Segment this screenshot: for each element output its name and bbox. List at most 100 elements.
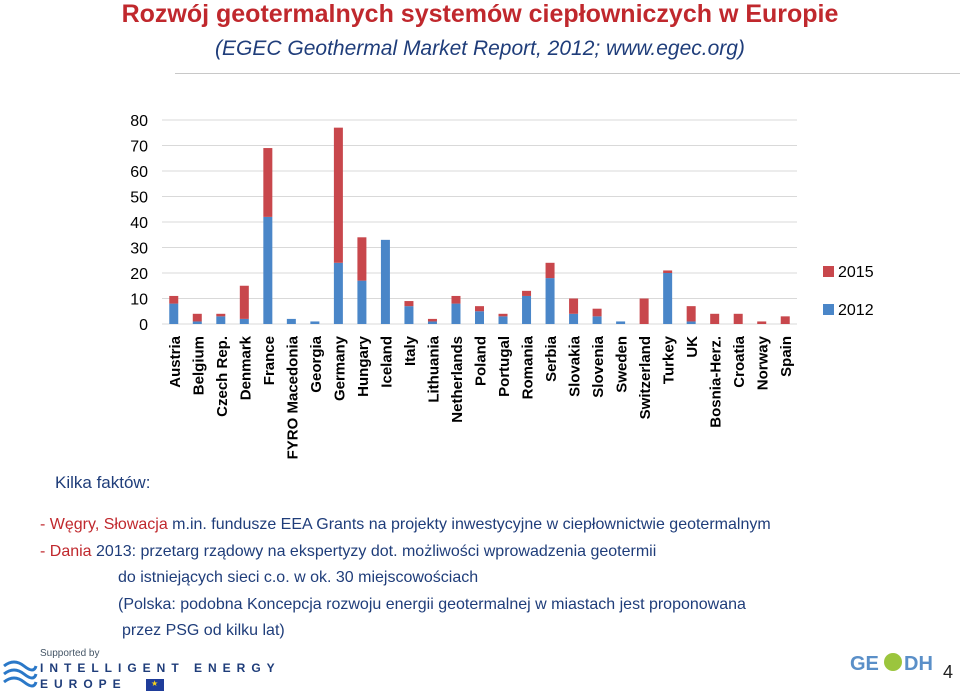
facts-label: Kilka faktów: <box>55 473 151 492</box>
slide-subtitle: (EGEC Geothermal Market Report, 2012; ww… <box>215 37 745 60</box>
y-tick-label: 50 <box>130 190 148 207</box>
svg-text:DH: DH <box>904 653 932 675</box>
bar-2012 <box>310 321 320 324</box>
x-tick-label: UK <box>684 336 701 358</box>
intelligent-energy-logo-icon <box>3 660 38 688</box>
x-tick-label: Netherlands <box>449 336 466 423</box>
bar-2015 <box>216 313 226 317</box>
bar-2015 <box>545 262 555 279</box>
y-tick-label: 30 <box>130 241 148 258</box>
page-number: 4 <box>943 662 954 682</box>
bar-2015 <box>333 127 343 263</box>
y-tick-label: 10 <box>130 292 148 309</box>
bar-2015 <box>404 301 414 307</box>
bar-2012 <box>404 306 414 324</box>
bar-2015 <box>780 316 790 324</box>
x-tick-label: Czech Rep. <box>214 336 231 417</box>
x-tick-label: Belgium <box>190 336 207 395</box>
bar-2012 <box>616 321 626 324</box>
x-tick-label: Germany <box>331 335 348 401</box>
y-tick-label: 80 <box>130 113 148 130</box>
bar-2012 <box>663 273 673 324</box>
bar-2015 <box>498 313 508 317</box>
fact-line-3: do istniejących sieci c.o. w ok. 30 miej… <box>118 569 479 586</box>
bar-2015 <box>475 306 484 312</box>
x-tick-label: Switzerland <box>637 336 654 419</box>
x-tick-label: Portugal <box>496 336 513 397</box>
bar-2015 <box>592 308 602 317</box>
bar-2015 <box>239 285 249 319</box>
bar-2012 <box>451 303 461 324</box>
x-tick-label: Sweden <box>614 336 631 393</box>
x-tick-label: Romania <box>520 335 537 399</box>
x-tick-label: Hungary <box>355 335 372 397</box>
bar-2015 <box>192 313 202 322</box>
bar-2012 <box>522 295 532 324</box>
fact-line-2: - Dania 2013: przetarg rządowy na eksper… <box>40 543 656 561</box>
bar-2012 <box>333 262 343 324</box>
fact-line-2-text: 2013: przetarg rządowy na ekspertyzy dot… <box>91 543 657 560</box>
bar-2012 <box>569 313 579 324</box>
bar-2012 <box>498 316 508 324</box>
bar-2015 <box>569 298 579 314</box>
x-tick-label: Croatia <box>731 335 748 387</box>
bar-2015 <box>710 313 720 324</box>
x-tick-label: Italy <box>402 335 419 366</box>
y-tick-label: 0 <box>139 317 148 334</box>
stacked-bar-chart: 0 10 20 30 40 50 60 70 80 Austria Belgium Czech Rep… <box>130 113 874 459</box>
divider-line <box>175 73 960 74</box>
x-tick-label: FYRO Macedonia <box>284 335 301 459</box>
x-tick-label: Denmark <box>237 335 254 400</box>
x-tick-label: Poland <box>473 336 490 386</box>
bar-2012 <box>427 321 437 324</box>
bar-2012 <box>475 311 484 324</box>
bar-2015 <box>451 295 461 304</box>
fact-line-2-prefix: - Dania <box>40 543 92 560</box>
bar-2012 <box>380 239 390 324</box>
geodh-logo: GE DH <box>850 653 932 675</box>
y-tick-label: 20 <box>130 266 148 283</box>
fact-line-4: (Polska: podobna Koncepcja rozwoju energ… <box>118 596 746 613</box>
x-tick-label: Slovenia <box>590 335 607 397</box>
bar-2015 <box>639 298 649 324</box>
fact-line-5: przez PSG od kilku lat) <box>122 622 285 639</box>
x-tick-label: Slovakia <box>567 335 584 397</box>
y-tick-label: 70 <box>130 139 148 156</box>
y-tick-label: 40 <box>130 215 148 232</box>
x-tick-label: Spain <box>778 336 795 377</box>
x-tick-label: Georgia <box>308 335 325 392</box>
bar-2012 <box>286 318 296 324</box>
svg-text:GE: GE <box>850 653 879 675</box>
bar-2015 <box>522 290 532 296</box>
y-tick-label: 60 <box>130 164 148 181</box>
program-name-line2: EUROPE <box>40 677 127 691</box>
x-tick-label: Turkey <box>661 335 678 384</box>
bar-2015 <box>357 237 367 281</box>
bar-2012 <box>169 303 179 324</box>
fact-line-1: - Węgry, Słowacja m.in. fundusze EEA Gra… <box>40 516 771 534</box>
slide-title: Rozwój geotermalnych systemów ciepłownic… <box>121 0 839 28</box>
legend-swatch-2012 <box>823 304 834 315</box>
bar-2015 <box>663 270 673 273</box>
bar-2012 <box>545 278 555 324</box>
bar-2015 <box>427 318 437 322</box>
bar-2012 <box>216 316 226 324</box>
legend-label-2012: 2012 <box>838 302 874 319</box>
x-tick-label: Serbia <box>543 335 560 382</box>
x-tick-label: Bosnia-Herz. <box>708 336 725 428</box>
bar-2012 <box>357 280 367 324</box>
bar-2012 <box>686 321 696 324</box>
program-name-line1: INTELLIGENT ENERGY <box>40 661 281 675</box>
legend-swatch-2015 <box>823 266 834 277</box>
bar-2012 <box>239 318 249 324</box>
x-tick-label: Norway <box>755 335 772 390</box>
bar-2015 <box>757 321 767 324</box>
bar-2012 <box>192 321 202 324</box>
x-tick-label: Lithuania <box>425 335 442 402</box>
bar-2015 <box>263 148 273 217</box>
bar-2012 <box>592 316 602 324</box>
x-tick-label: Iceland <box>378 336 395 388</box>
fact-line-1-prefix: - Węgry, Słowacja <box>40 516 168 533</box>
eu-flag-icon <box>146 679 164 691</box>
bar-2015 <box>686 306 696 322</box>
